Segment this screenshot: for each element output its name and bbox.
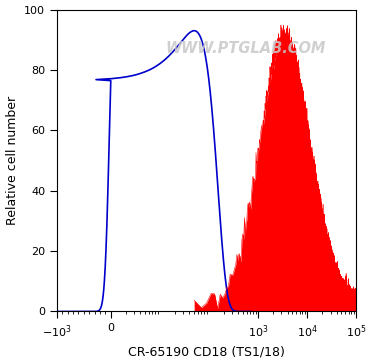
Y-axis label: Relative cell number: Relative cell number: [6, 96, 19, 225]
Text: WWW.PTGLAB.COM: WWW.PTGLAB.COM: [165, 41, 326, 56]
X-axis label: CR-65190 CD18 (TS1/18): CR-65190 CD18 (TS1/18): [128, 345, 285, 359]
